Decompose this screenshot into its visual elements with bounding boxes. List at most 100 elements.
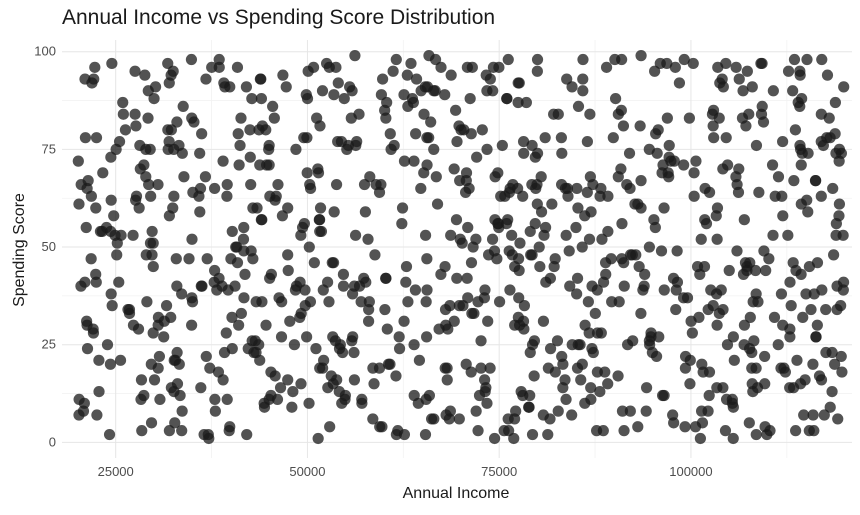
data-point	[719, 425, 732, 437]
data-point	[327, 331, 339, 343]
data-point	[815, 190, 827, 202]
data-point	[820, 303, 832, 316]
data-point	[387, 65, 399, 77]
data-point	[708, 132, 720, 144]
data-point	[464, 92, 476, 105]
data-point	[782, 229, 794, 241]
data-point	[657, 389, 669, 402]
data-point	[396, 202, 409, 214]
data-point	[439, 303, 452, 316]
data-point	[231, 61, 244, 73]
data-point	[683, 112, 695, 124]
data-point	[561, 73, 573, 85]
data-point	[534, 260, 546, 273]
data-point	[235, 307, 247, 320]
data-point	[476, 124, 488, 136]
data-point	[148, 374, 161, 386]
data-point	[418, 108, 430, 120]
data-point	[678, 159, 690, 171]
data-point	[481, 397, 493, 409]
data-point	[382, 358, 395, 370]
y-tick-label: 100	[34, 44, 56, 59]
data-point	[737, 85, 749, 97]
data-point	[720, 57, 732, 70]
data-point	[409, 284, 422, 296]
data-point	[609, 92, 622, 105]
data-point	[220, 327, 232, 339]
data-point	[473, 389, 486, 402]
data-point	[721, 339, 734, 351]
data-point	[418, 167, 430, 179]
data-point	[196, 128, 208, 140]
data-point	[147, 237, 159, 249]
data-point	[85, 190, 97, 202]
data-point	[816, 53, 828, 66]
data-point	[238, 292, 250, 304]
y-tick-label: 25	[42, 337, 56, 352]
data-point	[362, 233, 374, 245]
data-point	[346, 85, 358, 97]
data-point	[373, 362, 386, 374]
data-point	[294, 276, 306, 288]
data-point	[136, 425, 148, 437]
data-point	[759, 350, 771, 363]
data-point	[290, 143, 302, 155]
data-point	[584, 108, 596, 120]
data-point	[757, 116, 770, 128]
data-point	[824, 132, 836, 144]
data-point	[248, 346, 260, 359]
data-point	[535, 171, 547, 183]
data-point	[556, 350, 568, 363]
data-point	[637, 284, 649, 296]
data-point	[428, 143, 440, 155]
data-point	[213, 272, 225, 284]
data-point	[713, 112, 725, 124]
data-point	[413, 354, 426, 366]
data-point	[470, 405, 482, 417]
data-point	[282, 202, 294, 214]
data-point	[652, 124, 664, 136]
x-tick-label: 75000	[481, 464, 517, 479]
data-point	[823, 112, 835, 124]
data-point	[93, 385, 105, 398]
data-point	[699, 182, 711, 195]
data-point	[79, 132, 92, 144]
data-point	[288, 339, 300, 351]
data-point	[506, 249, 518, 261]
data-point	[788, 53, 801, 66]
data-point	[583, 327, 595, 339]
data-point	[784, 331, 796, 343]
data-point	[455, 124, 467, 136]
data-point	[284, 315, 296, 327]
data-point	[579, 210, 591, 222]
data-point	[487, 61, 500, 73]
data-point	[694, 432, 706, 445]
data-point	[510, 405, 522, 417]
data-point	[493, 296, 506, 308]
data-point	[209, 393, 221, 406]
data-point	[760, 264, 772, 277]
data-point	[269, 194, 281, 206]
data-point	[777, 135, 789, 148]
x-tick-label: 50000	[289, 464, 325, 479]
data-point	[480, 382, 492, 394]
data-point	[526, 139, 538, 152]
data-point	[218, 346, 231, 359]
data-point	[546, 198, 558, 210]
data-point	[185, 53, 198, 66]
data-point	[315, 225, 328, 238]
data-point	[589, 307, 601, 320]
data-points	[72, 50, 850, 445]
data-point	[537, 315, 550, 327]
data-point	[402, 100, 414, 113]
data-point	[488, 245, 501, 257]
data-point	[170, 253, 182, 265]
data-point	[595, 327, 607, 339]
data-point	[333, 343, 346, 355]
x-tick-label: 25000	[98, 464, 134, 479]
data-point	[833, 155, 845, 167]
data-point	[552, 108, 564, 120]
y-tick-label: 0	[49, 434, 56, 449]
data-point	[633, 260, 645, 273]
